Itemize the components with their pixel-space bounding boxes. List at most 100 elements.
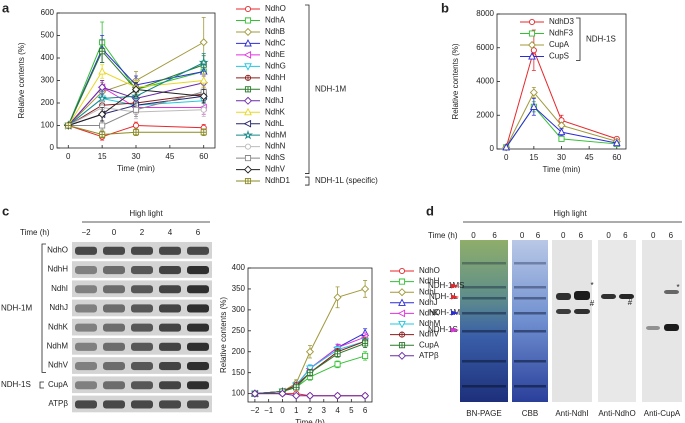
legend-marker <box>243 119 252 128</box>
legend-marker <box>397 351 407 360</box>
series-line <box>68 106 204 126</box>
legend-marker <box>398 278 406 285</box>
x-tick-label: 15 <box>98 152 107 161</box>
data-point <box>99 122 106 129</box>
gel-band <box>574 291 590 300</box>
data-point <box>306 365 314 373</box>
time-value: 2 <box>140 228 145 237</box>
panel-label: b <box>441 0 449 15</box>
y-tick-label: 0 <box>50 143 55 152</box>
blot-band <box>103 266 125 275</box>
data-point <box>529 88 538 97</box>
legend-marker <box>244 86 252 93</box>
y-axis-label: Relative contents (%) <box>219 297 228 373</box>
legend-label: NdhS <box>265 153 285 162</box>
y-tick-label: 150 <box>232 368 246 377</box>
lane-label: 6 <box>579 231 584 240</box>
series-line <box>505 91 617 148</box>
data-point <box>305 391 315 400</box>
blot-band <box>159 285 181 294</box>
gel-band <box>462 385 506 388</box>
blot-band <box>103 400 125 409</box>
legend-marker <box>243 96 253 105</box>
data-point <box>99 131 106 138</box>
group-label: NDH-1S <box>1 380 31 389</box>
blot-band <box>75 246 97 255</box>
annotation: * <box>590 281 593 290</box>
row-label: NdhH <box>48 265 69 274</box>
legend-label: NdhG <box>265 61 286 70</box>
gel-band <box>646 326 660 330</box>
blot-band <box>187 400 209 409</box>
lane-label: 6 <box>623 231 628 240</box>
panel-name: Anti-NdhI <box>555 409 588 418</box>
row-label: NdhJ <box>49 303 68 312</box>
y-tick-label: 250 <box>232 326 246 335</box>
legend-marker <box>244 6 252 12</box>
lane-label: 0 <box>471 231 476 240</box>
series-line <box>67 62 204 126</box>
data-point <box>292 391 301 400</box>
blot-band <box>131 400 153 409</box>
annotation: # <box>590 299 595 308</box>
complex-label: NDH-1MS <box>428 281 464 290</box>
legend-label: NdhN <box>265 142 286 151</box>
y-tick-label: 350 <box>232 284 246 293</box>
series-line <box>68 91 204 126</box>
blot-band <box>159 362 181 371</box>
blot-band <box>131 362 153 371</box>
series-line <box>67 50 204 126</box>
blot-band <box>131 266 153 275</box>
y-axis-label: Relative contents (%) <box>451 43 460 119</box>
data-point <box>333 293 342 302</box>
panel-name: Anti-CupA <box>644 409 681 418</box>
data-point <box>558 117 565 124</box>
x-tick-label: −1 <box>264 406 274 415</box>
gel-band <box>514 360 546 363</box>
x-tick-label: 1 <box>294 406 299 415</box>
legend-marker <box>244 107 252 116</box>
blot-band <box>187 285 209 294</box>
blot-band <box>159 381 181 390</box>
y-axis-label: Relative contents (%) <box>17 42 26 118</box>
legend-label: CupA <box>419 340 440 349</box>
legend-label: CupS <box>549 52 569 61</box>
legend-label: NdhV <box>265 165 286 174</box>
x-tick-label: 0 <box>280 406 285 415</box>
legend-marker <box>244 143 252 150</box>
blot-band <box>187 246 209 255</box>
gel-band <box>514 262 546 265</box>
data-point <box>558 135 565 142</box>
data-point <box>362 352 369 359</box>
lane-label: 0 <box>651 231 656 240</box>
data-point <box>293 384 300 391</box>
legend-label: NdhM <box>419 319 441 328</box>
blot-band <box>187 362 209 371</box>
legend-label: NdhI <box>419 287 436 296</box>
legend-label: NdhV <box>419 330 440 339</box>
legend-label: ATPβ <box>419 351 439 360</box>
complex-arrow <box>451 310 459 316</box>
gel-band <box>574 309 590 314</box>
data-point <box>200 129 207 136</box>
x-axis-label: Time (min) <box>543 165 581 174</box>
y-tick-label: 300 <box>232 305 246 314</box>
data-point <box>98 67 107 75</box>
blot-band <box>131 246 153 255</box>
series-line <box>68 125 204 136</box>
data-point <box>132 106 140 113</box>
data-point <box>132 129 140 136</box>
blot-band <box>131 323 153 332</box>
data-point <box>361 391 370 400</box>
data-point <box>132 122 140 129</box>
complex-label: NDH-1M <box>429 308 460 317</box>
legend-marker <box>397 288 407 297</box>
x-axis-label: Time (h) <box>295 418 325 423</box>
legend-marker <box>244 155 252 162</box>
data-point <box>612 138 621 147</box>
blot-band <box>75 381 97 390</box>
gel-band <box>556 293 571 300</box>
gel-panel <box>552 240 592 402</box>
gel-band <box>462 360 506 363</box>
legend-label: NdhO <box>265 4 286 13</box>
